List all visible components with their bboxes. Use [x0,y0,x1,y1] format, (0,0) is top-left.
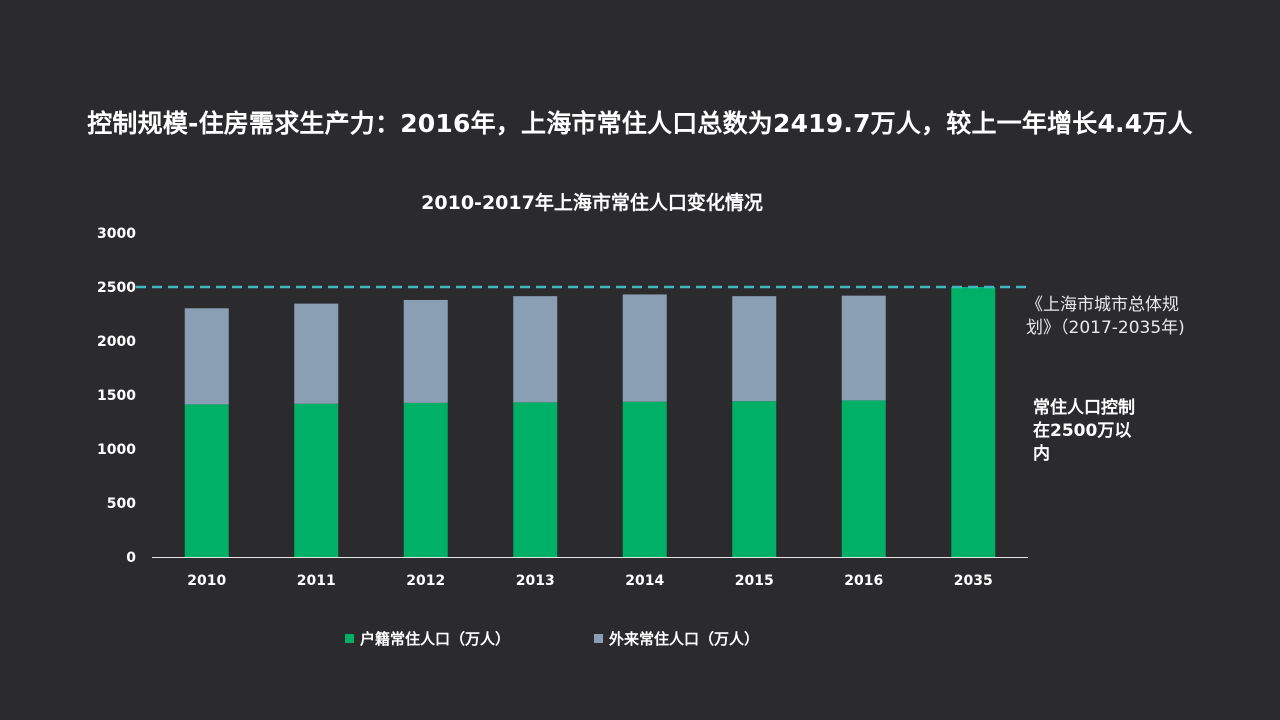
x-tick-label: 2011 [297,573,336,589]
bar-local-2013 [513,402,558,557]
x-tick-label: 2016 [844,573,883,589]
legend-item-migrant: 外来常住人口（万人） [594,628,759,649]
legend-swatch-local [345,634,354,643]
x-tick-label: 2013 [516,573,555,589]
bar-local-2011 [294,403,339,557]
y-tick-label: 2500 [97,280,136,296]
y-tick-label: 3000 [97,226,136,242]
legend-item-local: 户籍常住人口（万人） [345,628,510,649]
x-tick-label: 2014 [625,573,664,589]
bar-local-2035 [951,287,996,557]
bar-local-2010 [184,404,229,557]
bar-local-2015 [732,401,777,557]
population-cap-note: 常住人口控制在2500万以内 [1033,398,1135,464]
chart-title: 2010-2017年上海市常住人口变化情况 [421,192,763,214]
plan-source-note: 《上海市城市总体规划》（2017-2035年) [1026,295,1185,338]
y-tick-label: 0 [126,550,136,566]
legend-swatch-migrant [594,634,603,643]
chart-legend: 户籍常住人口（万人） 外来常住人口（万人） [0,628,1280,650]
bar-migrant-2011 [294,303,339,404]
legend-label-migrant: 外来常住人口（万人） [609,630,760,648]
bar-local-2014 [622,401,667,557]
x-tick-label: 2015 [735,573,774,589]
bar-migrant-2015 [732,296,777,402]
y-tick-label: 1500 [97,388,136,404]
bar-migrant-2010 [184,308,229,405]
bar-migrant-2013 [513,296,558,403]
x-tick-label: 2010 [187,573,226,589]
bar-migrant-2014 [622,294,667,402]
legend-label-local: 户籍常住人口（万人） [360,630,511,648]
y-tick-label: 1000 [97,442,136,458]
bar-migrant-2016 [841,295,886,401]
bar-local-2012 [403,402,448,557]
y-tick-label: 2000 [97,334,136,350]
x-tick-label: 2012 [406,573,445,589]
x-tick-label: 2035 [954,573,993,589]
y-tick-label: 500 [107,496,136,512]
bar-migrant-2012 [403,299,448,403]
slide-title: 控制规模-住房需求生产力：2016年，上海市常住人口总数为2419.7万人，较上… [87,109,1193,138]
bar-local-2016 [841,400,886,557]
